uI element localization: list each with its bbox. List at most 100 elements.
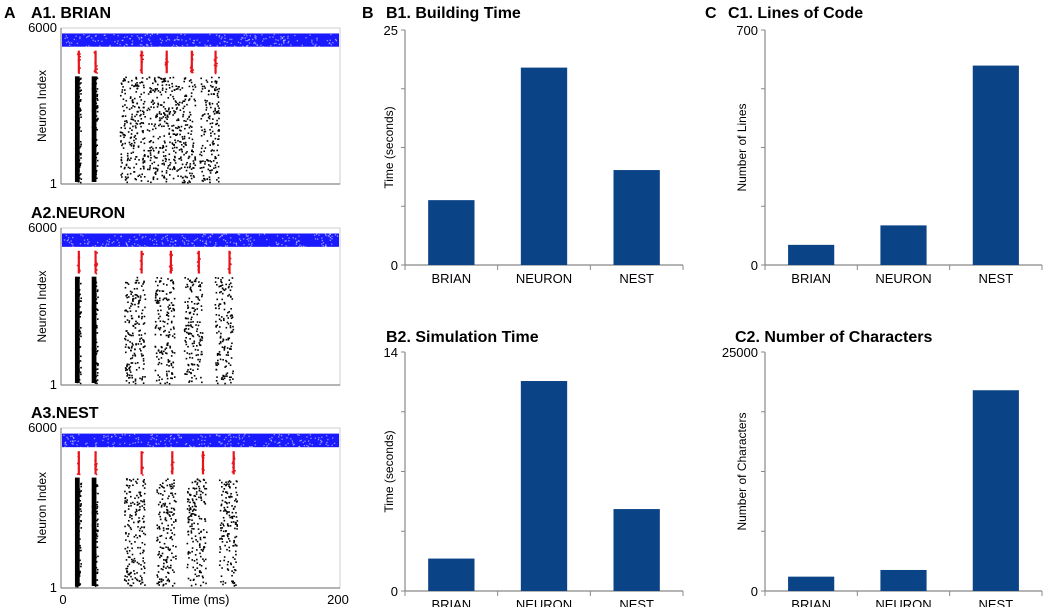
excitatory-spike <box>236 525 238 527</box>
excitatory-spike <box>171 279 173 281</box>
input-spike-gap <box>242 45 244 47</box>
excitatory-spike <box>221 494 223 496</box>
excitatory-spike <box>185 152 187 154</box>
excitatory-spike <box>231 331 234 333</box>
excitatory-spike <box>156 355 158 358</box>
excitatory-spike <box>222 317 225 320</box>
input-spike-gap <box>123 45 126 47</box>
excitatory-spike <box>78 530 81 533</box>
excitatory-spike <box>215 111 218 113</box>
inhibitory-spike <box>78 72 80 74</box>
excitatory-spike <box>172 114 174 116</box>
input-spike-gap <box>191 242 193 244</box>
excitatory-spike <box>219 285 222 288</box>
excitatory-spike <box>151 82 154 85</box>
excitatory-spike <box>78 152 81 155</box>
input-spike-gap <box>210 44 212 47</box>
input-spike-gap <box>309 443 311 445</box>
input-spike-gap <box>162 243 164 245</box>
excitatory-spike <box>80 527 83 529</box>
excitatory-spike <box>215 362 217 364</box>
excitatory-spike <box>92 577 94 580</box>
excitatory-spike <box>184 141 187 144</box>
excitatory-spike <box>78 294 80 296</box>
excitatory-spike <box>236 494 239 496</box>
excitatory-spike <box>158 379 161 381</box>
excitatory-spike <box>160 309 162 312</box>
excitatory-spike <box>211 102 214 105</box>
excitatory-spike <box>161 147 164 150</box>
input-spike-gap <box>156 243 158 245</box>
input-spike-gap <box>254 444 256 446</box>
excitatory-spike <box>143 501 146 503</box>
input-spike-gap <box>95 446 97 448</box>
excitatory-spike <box>149 90 152 92</box>
input-spike-gap <box>84 242 86 245</box>
excitatory-spike <box>95 171 98 173</box>
inhibitory-spike <box>229 262 232 265</box>
input-spike-gap <box>293 443 295 446</box>
excitatory-spike <box>138 502 141 505</box>
excitatory-spike <box>188 381 190 383</box>
excitatory-spike <box>190 532 193 534</box>
excitatory-spike <box>96 349 99 352</box>
excitatory-spike <box>96 144 98 147</box>
input-spike-gap <box>132 246 134 248</box>
excitatory-spike <box>75 365 77 368</box>
excitatory-spike <box>93 322 95 324</box>
inhibitory-burst <box>94 451 97 475</box>
input-spike-gap <box>318 234 320 236</box>
input-spike-gap <box>177 45 179 48</box>
excitatory-spike <box>130 305 132 307</box>
excitatory-spike <box>77 547 79 550</box>
inhibitory-spike <box>213 64 216 67</box>
excitatory-spike <box>188 126 191 129</box>
excitatory-spike <box>161 547 164 549</box>
excitatory-spike <box>190 333 193 335</box>
input-spike-gap <box>277 39 279 41</box>
excitatory-spike <box>199 493 202 496</box>
excitatory-spike <box>91 551 94 554</box>
input-spike-gap <box>235 46 238 48</box>
excitatory-spike <box>157 137 160 140</box>
excitatory-spike <box>189 119 192 121</box>
excitatory-spike <box>166 508 168 511</box>
excitatory-spike <box>139 96 141 98</box>
excitatory-spike <box>124 286 127 289</box>
inhibitory-spike <box>233 462 235 465</box>
inhibitory-spike <box>229 257 232 260</box>
excitatory-spike <box>197 285 200 288</box>
excitatory-spike <box>218 307 220 310</box>
excitatory-spike <box>226 534 229 537</box>
excitatory-spike <box>201 129 203 132</box>
excitatory-spike <box>128 573 131 576</box>
raster-title: A2.NEURON <box>31 205 125 222</box>
excitatory-spike <box>96 525 99 528</box>
excitatory-spike <box>226 506 229 508</box>
excitatory-spike <box>96 350 98 353</box>
excitatory-spike <box>218 107 220 110</box>
excitatory-spike <box>80 483 83 485</box>
excitatory-spike <box>93 165 95 168</box>
inhibitory-spike <box>169 271 171 273</box>
input-spike-gap <box>307 445 310 448</box>
excitatory-spike <box>167 546 169 549</box>
excitatory-spike <box>123 79 125 82</box>
excitatory-spike <box>156 576 159 578</box>
input-spike-gap <box>287 433 290 436</box>
inhibitory-burst <box>190 50 193 74</box>
input-spike-gap <box>151 33 153 35</box>
excitatory-spike <box>200 160 203 163</box>
excitatory-spike <box>136 572 138 574</box>
excitatory-spike <box>158 528 161 530</box>
excitatory-spike <box>75 317 78 320</box>
input-spike-gap <box>224 446 226 448</box>
excitatory-spike <box>173 158 175 161</box>
excitatory-spike <box>126 546 129 549</box>
excitatory-spike <box>235 553 237 556</box>
excitatory-spike <box>135 156 137 158</box>
excitatory-spike <box>93 105 96 107</box>
excitatory-spike <box>196 368 199 370</box>
excitatory-spike <box>163 297 166 300</box>
excitatory-spike <box>177 103 180 106</box>
